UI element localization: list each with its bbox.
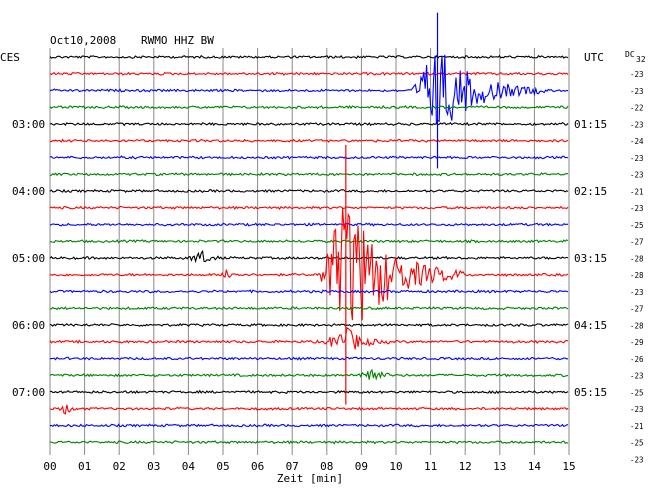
x-tick-label: 10 [389, 460, 402, 473]
right-hour-label: 03:15 [574, 252, 607, 265]
x-tick-label: 04 [182, 460, 196, 473]
x-tick-label: 03 [147, 460, 160, 473]
dc-offset-label: -23 [630, 171, 644, 180]
trace-line [49, 54, 569, 60]
left-hour-label: 06:00 [12, 319, 45, 332]
right-hour-label: 01:15 [574, 118, 607, 131]
x-axis-label: Zeit [min] [277, 472, 343, 485]
chart-title-station: RWMO HHZ BW [141, 34, 214, 47]
x-tick-label: 09 [355, 460, 368, 473]
dc-offset-label: -23 [630, 405, 644, 414]
dc-offset-label: -23 [630, 372, 644, 381]
dc-offset-label: -28 [630, 254, 644, 263]
trace-line [49, 104, 569, 110]
trace-line [49, 306, 569, 311]
dc-offset-label: -27 [630, 238, 644, 247]
x-tick-label: 07 [286, 460, 299, 473]
dc-offset-label: -23 [630, 455, 644, 464]
trace-line [49, 327, 569, 350]
left-hour-label: 07:00 [12, 386, 45, 399]
x-tick-label: 01 [78, 460, 91, 473]
trace-line [49, 222, 569, 227]
trace-line [49, 389, 569, 395]
dc-offset-label: -23 [630, 154, 644, 163]
dc-offset-label: -25 [630, 439, 644, 448]
dc-offset-label: -28 [630, 321, 644, 330]
minute-grid [49, 48, 570, 455]
left-timezone-label: CES [0, 51, 20, 64]
dc-offset-label: -22 [630, 104, 644, 113]
left-hour-label: 03:00 [12, 118, 45, 131]
dc-offset-label: -21 [630, 422, 644, 431]
trace-line [49, 249, 569, 264]
left-hour-label: 05:00 [12, 252, 45, 265]
x-tick-label: 11 [424, 460, 437, 473]
dc-offset-label: -21 [630, 187, 644, 196]
trace-line [49, 205, 569, 211]
trace-line [49, 356, 569, 361]
x-tick-label: 15 [562, 460, 575, 473]
trace-line [49, 423, 569, 428]
trace-line [49, 138, 569, 143]
trace-line [49, 188, 569, 194]
x-tick-label: 06 [251, 460, 264, 473]
trace-line [49, 71, 569, 76]
x-tick-label: 14 [528, 460, 542, 473]
dc-label: DC [625, 50, 635, 59]
dc-offset-label: -23 [630, 204, 644, 213]
dc-offset-label: -24 [630, 137, 644, 146]
trace-line [49, 322, 569, 328]
left-hour-label: 04:00 [12, 185, 45, 198]
dc-offset-labels: -23 -23 -22 -23 -24 -23 -23 -21 -23 -25 -27 -28 -28 -… [630, 70, 644, 464]
dc-offset-label: -29 [630, 338, 644, 347]
dc-offset-label: -26 [630, 355, 644, 364]
trace-line [49, 54, 569, 124]
dc-offset-label: -25 [630, 388, 644, 397]
x-tick-label: 13 [493, 460, 506, 473]
dc-offset-label: -27 [630, 305, 644, 314]
trace-line [49, 368, 569, 381]
right-hour-labels: 01:15 02:15 03:15 04:15 05:15 [574, 118, 607, 399]
right-hour-label: 04:15 [574, 319, 607, 332]
dc-offset-label: -23 [630, 120, 644, 129]
right-hour-label: 02:15 [574, 185, 607, 198]
dc-offset-label: -23 [630, 288, 644, 297]
x-tick-label: 08 [320, 460, 333, 473]
chart-title-date: Oct10,2008 [50, 34, 116, 47]
dc-offset-label: -28 [630, 271, 644, 280]
trace-line [49, 207, 569, 321]
trace-line [50, 155, 569, 160]
dc-offset-label: -23 [630, 87, 644, 96]
x-tick-label: 12 [459, 460, 472, 473]
trace-line [49, 121, 569, 127]
trace-line [49, 172, 568, 177]
right-timezone-label: UTC [584, 51, 604, 64]
x-axis-ticks: 00 01 02 03 04 05 06 07 08 09 10 11 12 13 14 15 [43, 460, 575, 473]
x-tick-label: 05 [216, 460, 229, 473]
x-tick-label: 02 [113, 460, 126, 473]
left-hour-labels: 03:00 04:00 05:00 06:00 07:00 [12, 118, 45, 399]
trace-line [49, 239, 569, 244]
trace-line [49, 289, 569, 294]
dc-offset-label: -25 [630, 221, 644, 230]
dc-label-sub: 32 [636, 55, 646, 64]
right-hour-label: 05:15 [574, 386, 607, 399]
trace-group [49, 12, 569, 445]
trace-line [49, 404, 569, 415]
x-tick-label: 00 [43, 460, 56, 473]
dc-offset-label: -23 [630, 70, 644, 79]
trace-line [49, 440, 569, 445]
